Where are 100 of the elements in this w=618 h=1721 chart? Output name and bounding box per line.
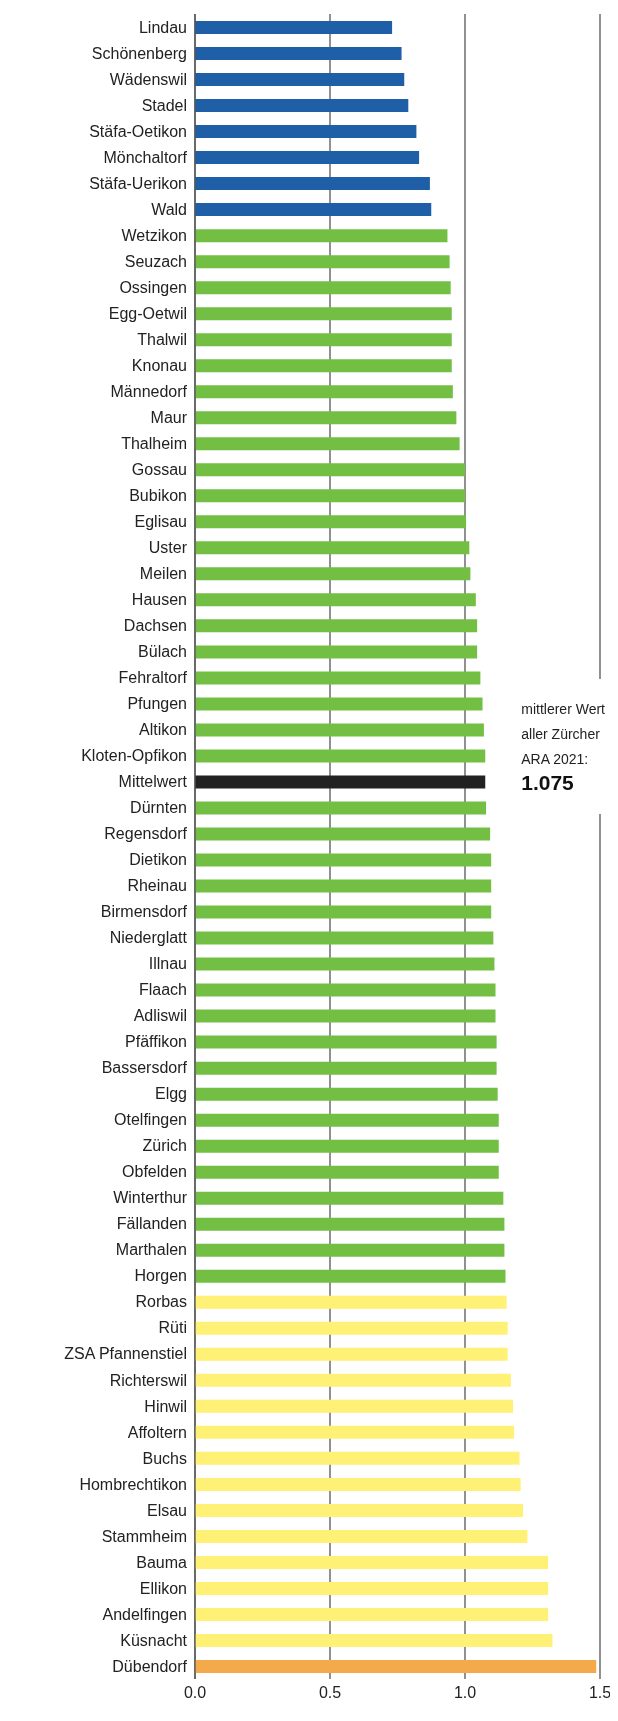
y-tick-label: Stäfa-Uerikon xyxy=(89,174,187,192)
bar xyxy=(195,879,492,893)
bar xyxy=(195,437,460,451)
bar xyxy=(195,73,405,87)
y-tick-label: ZSA Pfannenstiel xyxy=(64,1345,187,1363)
bar xyxy=(195,1607,549,1621)
bar xyxy=(195,541,470,555)
bar xyxy=(195,567,471,581)
bar xyxy=(195,671,481,685)
bar xyxy=(195,645,478,659)
annotation: mittlerer Wert aller Zürcher ARA 2021: xyxy=(521,700,606,767)
bar xyxy=(195,1243,505,1257)
y-tick-label: Pfungen xyxy=(127,695,187,713)
y-tick-label: Fällanden xyxy=(116,1215,187,1233)
bar xyxy=(195,1087,498,1101)
bar xyxy=(195,1399,514,1413)
bar xyxy=(195,1633,553,1647)
y-tick-label: Schönenberg xyxy=(91,44,187,62)
bar xyxy=(195,957,495,971)
y-tick-label: Bülach xyxy=(138,643,187,661)
y-tick-label: Affoltern xyxy=(127,1423,187,1441)
x-tick-label: 0.0 xyxy=(183,1684,207,1702)
y-tick-label: Kloten-Opfikon xyxy=(81,747,187,765)
bar xyxy=(195,281,451,295)
bar xyxy=(195,1009,496,1023)
y-tick-label: Dietikon xyxy=(129,851,187,869)
bar xyxy=(195,853,492,867)
bar xyxy=(195,1217,505,1231)
bar xyxy=(195,515,467,529)
y-tick-label: Thalwil xyxy=(137,330,187,348)
y-tick-label: Küsnacht xyxy=(120,1631,188,1649)
y-tick-label: Mönchaltorf xyxy=(103,148,188,166)
bar xyxy=(195,1477,521,1491)
y-tick-label: Birmensdorf xyxy=(100,903,188,921)
x-tick-label: 1.5 xyxy=(588,1684,612,1702)
bar xyxy=(195,1035,497,1049)
bar xyxy=(195,593,476,607)
bar xyxy=(195,229,448,243)
y-tick-label: Fehraltorf xyxy=(118,669,188,687)
bar xyxy=(195,827,491,841)
y-tick-label: Horgen xyxy=(134,1267,187,1285)
y-tick-label: Richterswil xyxy=(109,1371,187,1389)
bar xyxy=(195,619,478,633)
y-tick-label: Dürnten xyxy=(130,799,187,817)
y-tick-label: Andelfingen xyxy=(102,1605,187,1623)
y-tick-label: Buchs xyxy=(142,1449,187,1467)
y-tick-label: Hausen xyxy=(131,591,187,609)
y-tick-label: Flaach xyxy=(138,981,187,999)
bar xyxy=(195,203,432,217)
bar xyxy=(195,307,452,321)
y-tick-label: Maur xyxy=(150,408,188,426)
y-tick-label: Hombrechtikon xyxy=(79,1475,187,1493)
y-tick-label: Bauma xyxy=(136,1553,188,1571)
data-label: 1.075 xyxy=(521,770,575,794)
bar xyxy=(195,1347,508,1361)
y-tick-label: Rorbas xyxy=(135,1293,187,1311)
y-tick-label: Meilen xyxy=(139,565,187,583)
bar xyxy=(195,931,494,945)
bar xyxy=(195,489,465,503)
bar xyxy=(195,1659,597,1673)
y-tick-label: Dachsen xyxy=(123,617,187,635)
x-tick-label: 1.0 xyxy=(453,1684,477,1702)
y-tick-label: Stadel xyxy=(141,96,187,114)
bar xyxy=(195,125,417,139)
y-tick-label: Wald xyxy=(151,200,187,218)
bar xyxy=(195,1269,506,1283)
y-tick-label: Pfäffikon xyxy=(125,1033,187,1051)
bar xyxy=(195,1503,524,1517)
bar xyxy=(195,1113,499,1127)
y-tick-label: Niederglatt xyxy=(109,929,188,947)
y-tick-label: Ellikon xyxy=(139,1579,187,1597)
y-tick-label: Mittelwert xyxy=(118,773,188,791)
y-tick-label: Illnau xyxy=(148,955,187,973)
bar xyxy=(195,1425,515,1439)
bar xyxy=(195,1165,499,1179)
y-tick-label: Wetzikon xyxy=(121,226,187,244)
bar xyxy=(195,1373,511,1387)
bar xyxy=(195,1555,549,1569)
bar xyxy=(195,723,484,737)
bar xyxy=(195,1295,507,1309)
bar xyxy=(195,1529,528,1543)
y-tick-label: Uster xyxy=(148,539,188,556)
y-tick-label: Regensdorf xyxy=(104,825,188,843)
y-tick-label: Elsau xyxy=(146,1501,187,1519)
bar xyxy=(195,47,402,61)
bar xyxy=(195,1321,508,1335)
bar xyxy=(195,177,430,191)
y-tick-label: Rüti xyxy=(158,1319,187,1337)
bar xyxy=(195,775,486,789)
y-tick-label: Rheinau xyxy=(127,877,187,895)
y-tick-label: Gossau xyxy=(131,460,187,478)
y-tick-label: Egg-Oetwil xyxy=(108,304,187,322)
y-tick-label: Altikon xyxy=(138,721,187,739)
y-tick-label: Winterthur xyxy=(113,1189,188,1207)
bar xyxy=(195,99,409,113)
y-tick-label: Stammheim xyxy=(101,1527,187,1545)
y-tick-label: Ossingen xyxy=(119,278,187,296)
y-tick-label: Bubikon xyxy=(129,486,187,504)
bar xyxy=(195,359,452,373)
bar xyxy=(195,21,393,34)
